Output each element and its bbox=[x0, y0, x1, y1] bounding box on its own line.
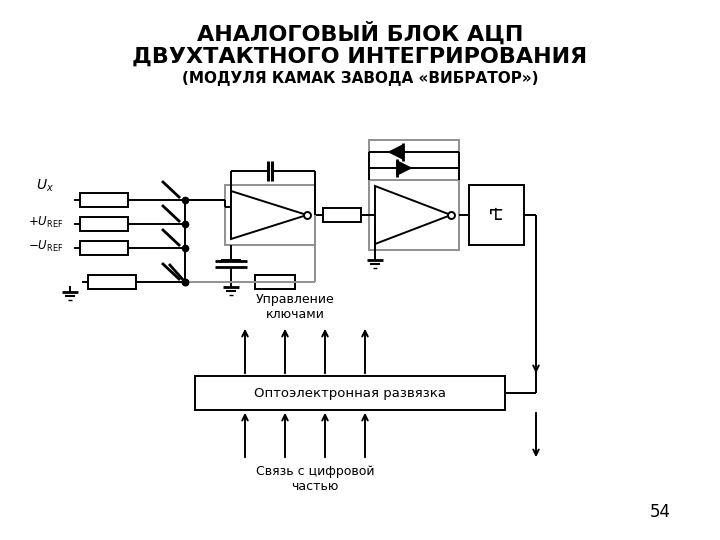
Bar bbox=[80, 241, 128, 255]
Text: $+U_{\rm REF}$: $+U_{\rm REF}$ bbox=[28, 214, 63, 230]
Bar bbox=[225, 185, 315, 245]
Bar bbox=[80, 193, 128, 207]
Bar bbox=[469, 185, 524, 245]
Text: └: └ bbox=[490, 212, 502, 231]
Bar bbox=[195, 376, 505, 410]
Text: ДВУХТАКТНОГО ИНТЕГРИРОВАНИЯ: ДВУХТАКТНОГО ИНТЕГРИРОВАНИЯ bbox=[132, 47, 588, 67]
Bar bbox=[88, 275, 136, 289]
Text: Связь с цифровой
частью: Связь с цифровой частью bbox=[256, 465, 374, 493]
Polygon shape bbox=[389, 145, 403, 159]
Text: ⌐: ⌐ bbox=[488, 201, 504, 220]
Text: (МОДУЛЯ КАМАК ЗАВОДА «ВИБРАТОР»): (МОДУЛЯ КАМАК ЗАВОДА «ВИБРАТОР») bbox=[181, 71, 539, 86]
Bar bbox=[369, 180, 459, 250]
Bar bbox=[80, 217, 128, 231]
Text: Оптоэлектронная развязка: Оптоэлектронная развязка bbox=[254, 387, 446, 400]
Bar bbox=[369, 140, 459, 180]
Text: Управление
ключами: Управление ключами bbox=[256, 293, 334, 321]
Text: $-U_{\rm REF}$: $-U_{\rm REF}$ bbox=[28, 239, 63, 254]
Polygon shape bbox=[397, 161, 411, 175]
Bar bbox=[323, 208, 361, 222]
Bar bbox=[255, 275, 295, 289]
Bar bbox=[255, 275, 295, 289]
Text: $U_x$: $U_x$ bbox=[36, 178, 54, 194]
Text: АНАЛОГОВЫЙ БЛОК АЦП: АНАЛОГОВЫЙ БЛОК АЦП bbox=[197, 22, 523, 45]
Text: 54: 54 bbox=[649, 503, 670, 521]
